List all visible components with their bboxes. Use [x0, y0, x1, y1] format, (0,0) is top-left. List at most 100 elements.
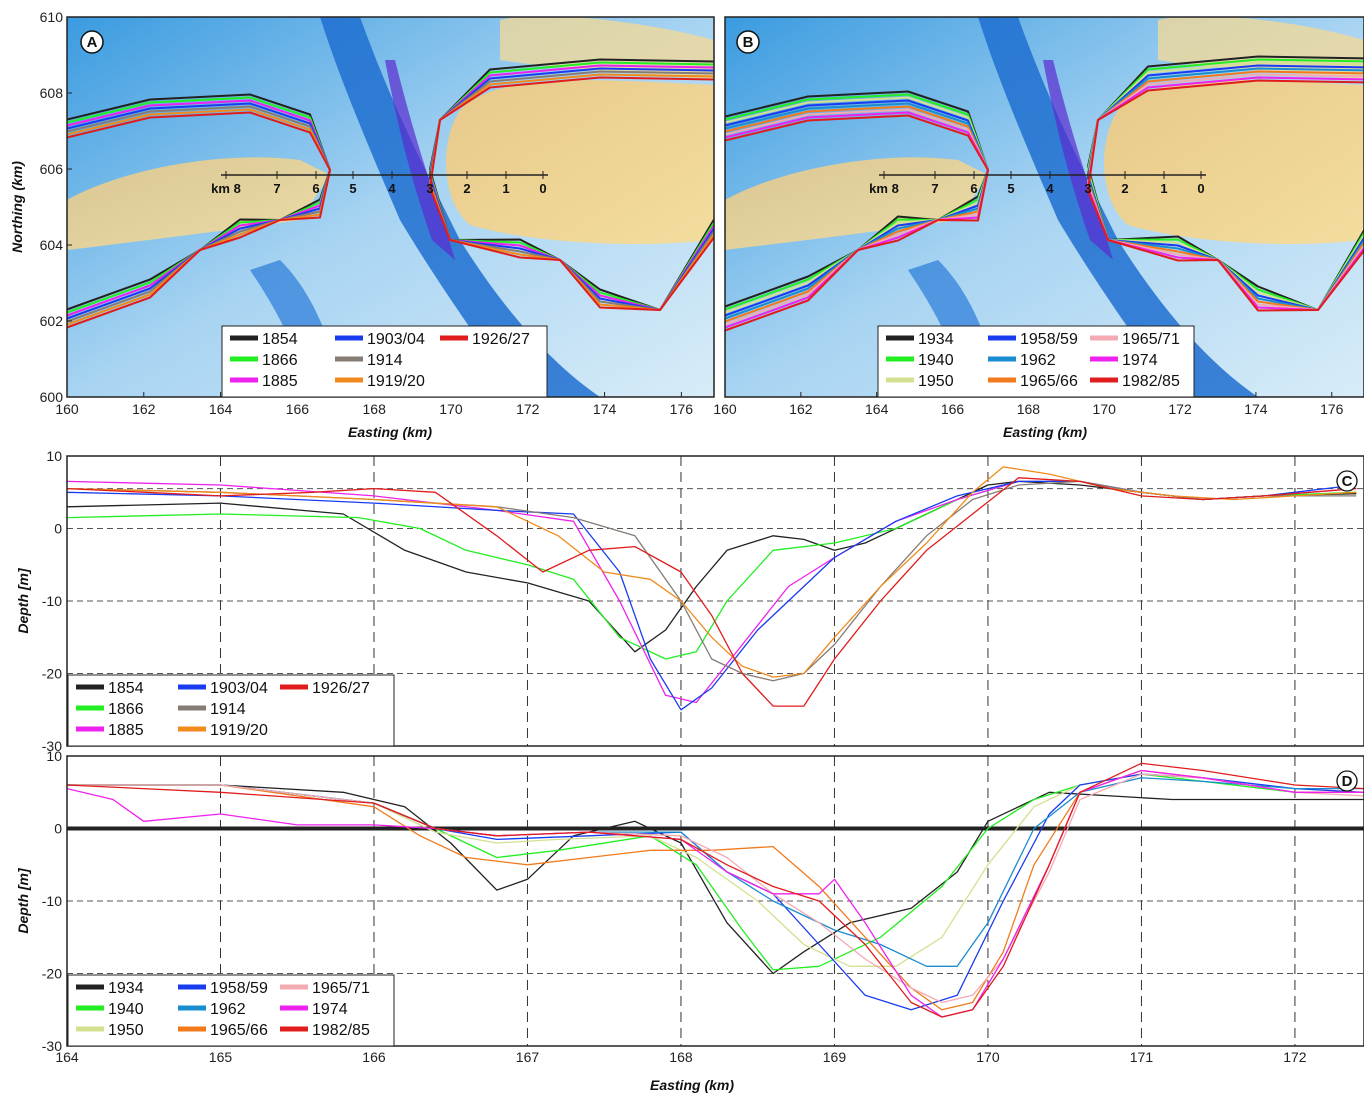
map-xtick-label: 166: [286, 401, 310, 417]
legend-label-1958-59: 1958/59: [1020, 331, 1078, 348]
legend-box: [67, 974, 395, 1047]
legend-box: [877, 325, 1195, 398]
map-xtick-label: 174: [1244, 401, 1268, 417]
ytick-label: 10: [46, 748, 62, 764]
shoreline-1982-85-west: [725, 114, 989, 332]
legend-label-1965-66: 1965/66: [1020, 373, 1078, 390]
series-line-1854: [67, 480, 1357, 653]
km-scale-label: 6: [970, 181, 977, 196]
legend-label-1962: 1962: [1020, 352, 1056, 369]
legend-label-1958-59: 1958/59: [210, 980, 268, 997]
chart-d-frame: [66, 755, 1364, 1047]
legend-label-1866: 1866: [262, 352, 298, 369]
shoreline-1982-85-east: [1087, 79, 1364, 312]
legend-label-1854: 1854: [108, 680, 144, 697]
legend-chart-c: 1854 1866 1885 1903/04 1914 1919/20 1926/27: [67, 674, 395, 747]
xtick-label: 170: [976, 1049, 1000, 1065]
map-a-xlabel: Easting (km): [348, 424, 432, 440]
panel-label-b: B: [736, 30, 760, 54]
legend-label-1934: 1934: [918, 331, 954, 348]
ytick-label: 10: [46, 448, 62, 464]
xtick-label: 171: [1130, 1049, 1154, 1065]
legend-label-1885: 1885: [262, 373, 298, 390]
legend-label-1854: 1854: [262, 331, 298, 348]
profile-chart-d: 164 165 166 167 168 169 170 171 172-30-20-10010 …: [15, 748, 1364, 1093]
legend-label-1903-04: 1903/04: [367, 331, 425, 348]
xtick-label: 169: [823, 1049, 847, 1065]
km-scale-label: 5: [1007, 181, 1014, 196]
legend-label-1974: 1974: [312, 1001, 348, 1018]
map-xtick-label: 176: [670, 401, 694, 417]
map-ytick-label: 610: [40, 9, 64, 25]
series-line-1934: [67, 784, 1364, 975]
km-scale-label: km 8: [211, 181, 241, 196]
map-xtick-label: 164: [865, 401, 889, 417]
map-xtick-label: 160: [55, 401, 79, 417]
series-line-1965-71: [67, 773, 1364, 1004]
km-scale-label: 6: [312, 181, 319, 196]
series-line-1926-27: [67, 477, 1357, 707]
map-xtick-label: 172: [1168, 401, 1192, 417]
ytick-label: -10: [42, 593, 62, 609]
map-panel-b: km 8 7 6 5 4 3 2 1 0 160 162 164 166 168 170 172 174 176…: [713, 16, 1364, 440]
legend-label-1982-85: 1982/85: [312, 1022, 370, 1039]
svg-text:B: B: [743, 34, 754, 51]
series-line-1919-20: [67, 466, 1357, 678]
panel-label-d: D: [1336, 770, 1358, 792]
legend-label-1914: 1914: [210, 701, 246, 718]
panel-label-a: A: [80, 30, 104, 54]
legend-label-1982-85: 1982/85: [1122, 373, 1180, 390]
map-xtick-label: 166: [941, 401, 965, 417]
legend-map-b: 1934 1940 1950 1958/59 1962 1965/66 1965/71 197…: [877, 325, 1195, 398]
svg-text:C: C: [1342, 473, 1353, 490]
legend-chart-d: 1934 1940 1950 1958/59 1962 1965/66 1965/71 197…: [67, 974, 395, 1047]
xtick-label: 172: [1283, 1049, 1307, 1065]
xtick-label: 165: [209, 1049, 233, 1065]
legend-label-1885: 1885: [108, 722, 144, 739]
ytick-label: -20: [42, 666, 62, 682]
xtick-label: 166: [362, 1049, 386, 1065]
legend-label-1940: 1940: [918, 352, 954, 369]
ytick-label: -30: [42, 1038, 62, 1054]
map-xtick-label: 160: [713, 401, 737, 417]
km-scale-label: 0: [539, 181, 546, 196]
map-b-channel: [978, 17, 1258, 397]
km-scale-label: 1: [502, 181, 509, 196]
legend-label-1866: 1866: [108, 701, 144, 718]
map-xtick-label: 176: [1320, 401, 1344, 417]
legend-label-1962: 1962: [210, 1001, 246, 1018]
km-scale-label: 2: [1121, 181, 1128, 196]
profile-chart-c: -30 -20 -10 0 10 C Depth [m] 1854 1866 1885 190…: [15, 448, 1364, 754]
map-a-channel: [320, 17, 600, 397]
legend-map-a: 1854 1866 1885 1903/04 1914 1919/20 1926/27: [221, 325, 548, 398]
legend-box: [67, 674, 395, 747]
svg-text:A: A: [87, 34, 98, 51]
map-ytick-label: 600: [40, 389, 64, 405]
map-xtick-label: 168: [363, 401, 387, 417]
series-line-1914: [67, 480, 1357, 682]
chart-d-xlabel: Easting (km): [650, 1077, 734, 1093]
map-xtick-label: 162: [132, 401, 156, 417]
map-a-shoal-west: [67, 157, 330, 250]
map-xtick-label: 164: [209, 401, 233, 417]
legend-box: [221, 325, 548, 398]
km-scale-label: km 8: [869, 181, 899, 196]
km-scale-label: 3: [426, 181, 433, 196]
series-line-1982-85: [67, 762, 1364, 1018]
chart-c-frame: [66, 455, 1364, 747]
legend-label-1940: 1940: [108, 1001, 144, 1018]
map-ytick-label: 608: [40, 85, 64, 101]
legend-label-1950: 1950: [108, 1022, 144, 1039]
map-a-island: [446, 80, 714, 245]
legend-label-1919-20: 1919/20: [210, 722, 268, 739]
series-line-1962: [67, 777, 1364, 967]
series-line-1866: [67, 480, 1357, 660]
xtick-label: 167: [516, 1049, 540, 1065]
panel-label-c: C: [1336, 470, 1358, 492]
shoreline-1926-27-west: [67, 111, 331, 329]
km-scale-label: 1: [1160, 181, 1167, 196]
ytick-label: -30: [42, 738, 62, 754]
map-xtick-label: 162: [789, 401, 813, 417]
legend-label-1965-71: 1965/71: [1122, 331, 1180, 348]
